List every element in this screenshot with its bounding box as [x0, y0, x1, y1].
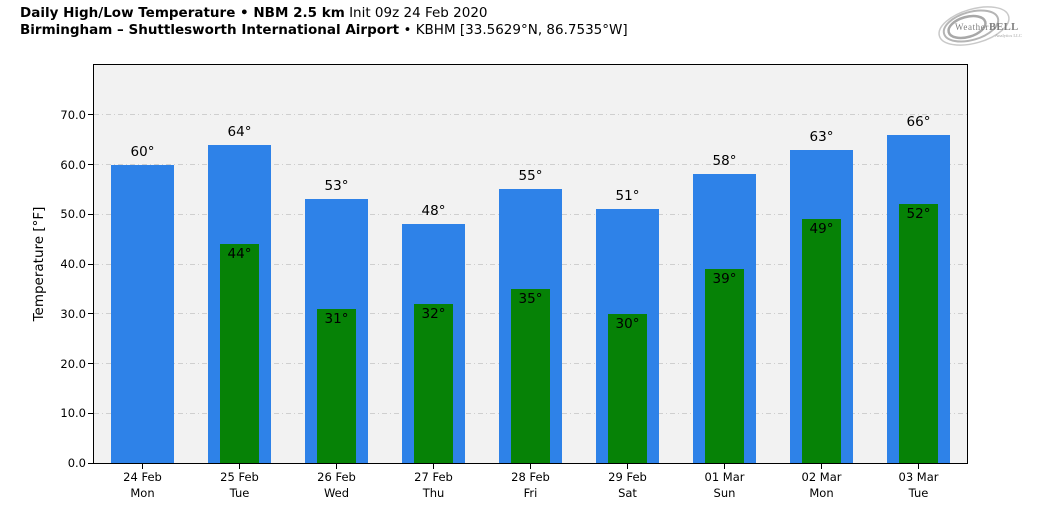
- title-init-time: Init 09z 24 Feb 2020: [349, 5, 488, 21]
- x-tick-label-25-feb: 25 Feb Tue: [192, 470, 288, 501]
- y-tick-label-70: 70.0: [60, 107, 86, 122]
- logo-swirl-inner: [947, 14, 987, 40]
- x-tick-day: Thu: [422, 485, 445, 500]
- x-tick-label-24-feb: 24 Feb Mon: [95, 470, 191, 501]
- chart-header: Daily High/Low Temperature • NBM 2.5 km …: [20, 5, 628, 38]
- x-tick-26-feb: [336, 464, 337, 469]
- y-tick-label-50: 50.0: [60, 207, 86, 222]
- x-tick-03-mar: [918, 464, 919, 469]
- x-tick-25-feb: [239, 464, 240, 469]
- title-station-coords: • KBHM [33.5629°N, 86.7535°W]: [403, 21, 628, 38]
- x-tick-02-mar: [821, 464, 822, 469]
- bar-low-01-mar: [704, 268, 745, 463]
- x-tick-day: Tue: [229, 485, 250, 500]
- x-tick-label-01-mar: 01 Mar Sun: [677, 470, 773, 501]
- x-tick-date: 24 Feb: [123, 470, 162, 484]
- x-tick-date: 03 Mar: [898, 470, 939, 484]
- bar-label-high-01-mar: 58°: [712, 153, 737, 170]
- x-tick-date: 29 Feb: [608, 470, 647, 484]
- x-tick-date: 01 Mar: [704, 470, 745, 484]
- x-tick-label-02-mar: 02 Mar Mon: [774, 470, 870, 501]
- bar-low-29-feb: [607, 313, 648, 463]
- y-tick-0: [88, 462, 93, 464]
- bar-label-high-27-feb: 48°: [421, 203, 446, 220]
- x-tick-date: 28 Feb: [511, 470, 550, 484]
- x-tick-01-mar: [724, 464, 725, 469]
- bar-label-low-29-feb: 30°: [615, 315, 640, 332]
- x-tick-day: Mon: [809, 485, 834, 500]
- bar-label-high-25-feb: 64°: [227, 123, 252, 140]
- x-tick-27-feb: [433, 464, 434, 469]
- bar-label-low-26-feb: 31°: [324, 310, 349, 327]
- bar-label-high-24-feb: 60°: [130, 143, 155, 160]
- title-line-1: Daily High/Low Temperature • NBM 2.5 km …: [20, 5, 628, 22]
- bar-label-low-01-mar: 39°: [712, 270, 737, 287]
- logo-wordmark: WeatherBELL: [955, 22, 1019, 33]
- x-tick-day: Tue: [908, 485, 929, 500]
- x-tick-date: 27 Feb: [414, 470, 453, 484]
- bar-label-low-03-mar: 52°: [906, 206, 931, 223]
- plot-area: 60° 64° 44° 53° 31° 48° 32° 55° 35° 51° 30° 58° 39° 6…: [93, 64, 968, 464]
- title-station: Birmingham – Shuttlesworth International…: [20, 21, 400, 38]
- bar-low-02-mar: [801, 219, 842, 463]
- y-tick-40: [88, 263, 93, 265]
- x-tick-28-feb: [530, 464, 531, 469]
- x-tick-label-27-feb: 27 Feb Thu: [386, 470, 482, 501]
- bar-low-03-mar: [898, 204, 939, 463]
- gridline-70: [94, 114, 967, 116]
- x-tick-label-28-feb: 28 Feb Fri: [483, 470, 579, 501]
- x-tick-date: 25 Feb: [220, 470, 259, 484]
- bar-label-low-25-feb: 44°: [227, 246, 252, 263]
- x-tick-day: Sat: [618, 485, 637, 500]
- y-tick-10: [88, 412, 93, 414]
- bar-low-27-feb: [413, 303, 454, 463]
- bar-high-24-feb: [110, 164, 175, 463]
- y-tick-label-20: 20.0: [60, 356, 86, 371]
- bar-low-25-feb: [219, 244, 260, 463]
- bar-label-high-02-mar: 63°: [809, 128, 834, 145]
- gridline-60: [94, 164, 967, 165]
- logo-swirl-outer: [938, 6, 1010, 46]
- y-tick-label-10: 10.0: [60, 406, 86, 421]
- x-tick-date: 02 Mar: [801, 470, 842, 484]
- logo-text-bell: BELL: [989, 22, 1019, 33]
- bar-label-low-27-feb: 32°: [421, 305, 446, 322]
- y-tick-20: [88, 363, 93, 364]
- x-tick-date: 26 Feb: [317, 470, 356, 484]
- x-tick-day: Fri: [523, 485, 538, 500]
- x-tick-label-03-mar: 03 Mar Tue: [871, 470, 967, 501]
- x-tick-label-26-feb: 26 Feb Wed: [289, 470, 385, 501]
- bar-low-26-feb: [316, 308, 357, 463]
- bar-low-28-feb: [510, 288, 551, 463]
- y-tick-label-40: 40.0: [60, 257, 86, 271]
- x-tick-29-feb: [627, 464, 628, 469]
- title-line-2: Birmingham – Shuttlesworth International…: [20, 22, 628, 39]
- y-tick-label-60: 60.0: [60, 157, 86, 172]
- title-product: Daily High/Low Temperature • NBM 2.5 km: [20, 5, 345, 21]
- y-tick-60: [88, 164, 93, 165]
- bar-label-high-26-feb: 53°: [324, 178, 349, 195]
- bar-label-low-28-feb: 35°: [518, 290, 543, 307]
- y-tick-label-0: 0.0: [67, 456, 86, 470]
- logo-text-weather: Weather: [955, 22, 989, 32]
- bar-label-high-03-mar: 66°: [906, 113, 931, 130]
- x-tick-day: Wed: [323, 485, 350, 500]
- x-tick-day: Sun: [713, 485, 736, 500]
- bar-label-high-28-feb: 55°: [518, 168, 543, 185]
- bar-label-high-29-feb: 51°: [615, 188, 640, 205]
- x-tick-label-29-feb: 29 Feb Sat: [580, 470, 676, 501]
- weatherbell-logo: WeatherBELL Analytics LLC: [938, 6, 1022, 46]
- y-tick-30: [88, 313, 93, 315]
- y-tick-50: [88, 213, 93, 215]
- x-tick-day: Mon: [130, 485, 155, 500]
- x-tick-24-feb: [142, 464, 143, 469]
- bar-label-low-02-mar: 49°: [809, 221, 834, 238]
- logo-subtext: Analytics LLC: [995, 33, 1022, 38]
- y-tick-70: [88, 114, 93, 116]
- logo-swirl-middle: [942, 9, 1000, 43]
- y-tick-label-30: 30.0: [60, 306, 86, 321]
